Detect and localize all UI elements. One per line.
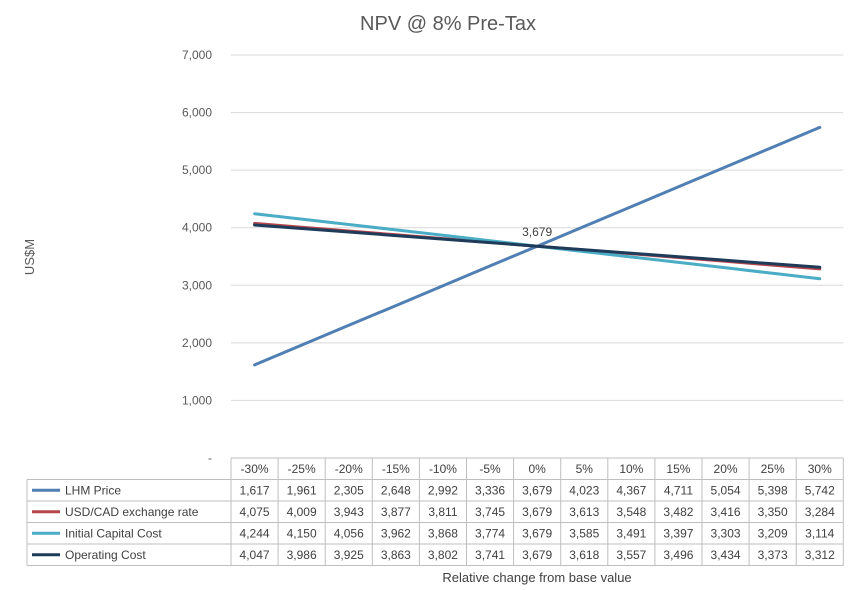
x-tick-label: 20%: [714, 462, 738, 476]
table-cell: 3,303: [711, 526, 741, 540]
x-tick-label: 10%: [619, 462, 643, 476]
x-tick-label: 30%: [808, 462, 832, 476]
table-cell: 3,613: [569, 505, 599, 519]
data-table: -30% -25% -20% -15% -10% -5% 0% 5% 10% 15% 20% 25% 3…: [26, 457, 844, 566]
table-cell: 3,618: [569, 548, 599, 562]
x-tick-label: -20%: [335, 462, 363, 476]
annotation-label: 3,679: [522, 225, 552, 239]
table-cell: 3,284: [805, 505, 835, 519]
y-axis-ticks: - 1,000 2,000 3,000 4,000 5,000 6,000 7,000: [182, 48, 212, 465]
table-cell: 2,648: [381, 483, 411, 497]
x-tick-label: 15%: [666, 462, 690, 476]
table-cell: 3,863: [381, 548, 411, 562]
table-cell: 3,434: [711, 548, 741, 562]
y-tick-label: 4,000: [182, 221, 212, 235]
annotations: 3,679: [522, 225, 552, 239]
table-cell: 3,679: [522, 483, 552, 497]
table-cell: 3,811: [428, 505, 457, 519]
table-cell: 5,398: [758, 483, 788, 497]
table-cell: 3,416: [711, 505, 741, 519]
series-label: USD/CAD exchange rate: [65, 505, 199, 519]
y-tick-label: 2,000: [182, 336, 212, 350]
chart-title: NPV @ 8% Pre-Tax: [360, 13, 536, 35]
y-tick-label: 5,000: [182, 163, 212, 177]
y-tick-label: -: [208, 451, 212, 465]
table-cell: 3,496: [663, 548, 693, 562]
table-cell: 3,962: [381, 526, 411, 540]
x-tick-label: -5%: [479, 462, 501, 476]
series-label: LHM Price: [65, 483, 121, 497]
table-cell: 3,585: [569, 526, 599, 540]
y-tick-label: 3,000: [182, 278, 212, 292]
table-cell: 4,047: [240, 548, 270, 562]
x-tick-label: -10%: [429, 462, 457, 476]
table-cell: 3,336: [475, 483, 505, 497]
table-cell: 1,617: [240, 483, 270, 497]
table-cell: 3,679: [522, 505, 552, 519]
table-cell: 1,961: [287, 483, 317, 497]
table-cell: 4,023: [569, 483, 599, 497]
table-cell: 4,244: [240, 526, 270, 540]
table-cell: 4,150: [287, 526, 317, 540]
y-tick-label: 1,000: [182, 393, 212, 407]
table-cell: 3,877: [381, 505, 411, 519]
table-cell: 3,741: [475, 548, 505, 562]
x-axis-label: Relative change from base value: [442, 570, 631, 585]
table-cell: 3,491: [616, 526, 646, 540]
table-cell: 3,802: [428, 548, 458, 562]
table-cell: 3,925: [334, 548, 364, 562]
table-cell: 3,986: [287, 548, 317, 562]
x-tick-label: -15%: [382, 462, 410, 476]
x-tick-label: 5%: [576, 462, 594, 476]
table-cell: 3,774: [475, 526, 505, 540]
y-tick-label: 6,000: [182, 106, 212, 120]
table-cell: 3,114: [805, 526, 834, 540]
table-cell: 5,742: [805, 483, 835, 497]
x-tick-label: 0%: [528, 462, 546, 476]
table-cell: 3,373: [758, 548, 788, 562]
x-tick-label: 25%: [761, 462, 785, 476]
series-label: Initial Capital Cost: [65, 526, 162, 540]
series-lines: [253, 125, 822, 367]
series-line-3: [253, 223, 822, 269]
table-cell: 2,305: [334, 483, 364, 497]
y-axis-label: US$M: [22, 239, 37, 275]
table-cell: 4,009: [287, 505, 317, 519]
table-cell: 4,075: [240, 505, 270, 519]
table-cell: 2,992: [428, 483, 458, 497]
table-cell: 3,350: [758, 505, 788, 519]
table-cell: 3,312: [805, 548, 835, 562]
table-cell: 3,745: [475, 505, 505, 519]
table-cell: 3,548: [616, 505, 646, 519]
table-cell: 4,367: [616, 483, 646, 497]
x-tick-label: -30%: [241, 462, 269, 476]
table-cell: 4,711: [664, 483, 693, 497]
y-tick-label: 7,000: [182, 48, 212, 62]
table-cell: 3,397: [663, 526, 693, 540]
table-cell: 3,679: [522, 526, 552, 540]
table-cell: 5,054: [711, 483, 741, 497]
gridlines: [231, 54, 844, 401]
table-cell: 3,557: [616, 548, 646, 562]
table-cell: 3,679: [522, 548, 552, 562]
table-cell: 4,056: [334, 526, 364, 540]
x-tick-label: -25%: [288, 462, 316, 476]
series-label: Operating Cost: [65, 548, 146, 562]
table-cell: 3,209: [758, 526, 788, 540]
table-cell: 3,482: [663, 505, 693, 519]
table-cell: 3,943: [334, 505, 364, 519]
table-cell: 3,868: [428, 526, 458, 540]
